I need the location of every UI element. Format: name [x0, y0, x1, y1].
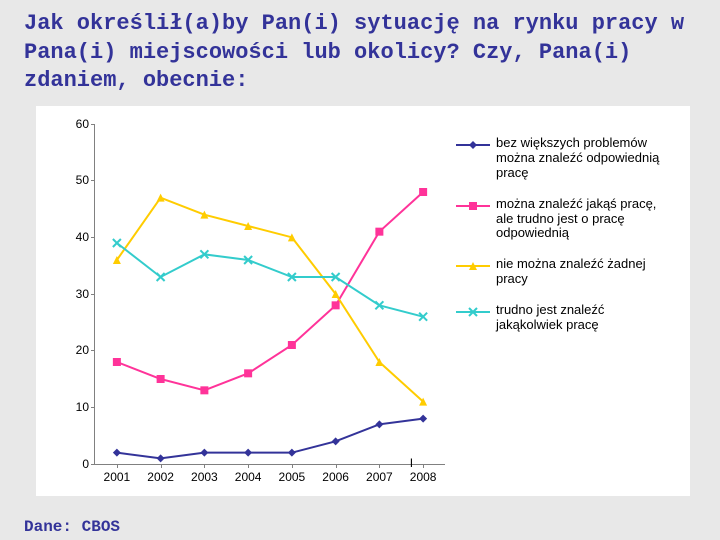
y-tick-label: 10 [65, 400, 89, 414]
marker-s3 [375, 358, 383, 366]
marker-s2 [244, 369, 252, 377]
legend-label: bez większych problemów można znaleźć od… [496, 136, 674, 181]
marker-s2 [375, 227, 383, 235]
legend-label: nie można znaleźć żadnej pracy [496, 257, 674, 287]
legend-swatch-icon [456, 199, 490, 213]
marker-s4 [244, 256, 252, 264]
marker-s1 [419, 414, 427, 422]
x-tick-label: 2007 [366, 470, 393, 484]
marker-s2 [113, 358, 121, 366]
y-tick-label: 20 [65, 343, 89, 357]
marker-s1 [157, 454, 165, 462]
marker-s1 [332, 437, 340, 445]
marker-s4 [419, 312, 427, 320]
chart-title: Jak określił(a)by Pan(i) sytuację na ryn… [0, 0, 720, 102]
marker-s1 [375, 420, 383, 428]
legend-item: trudno jest znaleźć jakąkolwiek pracę [456, 303, 674, 333]
legend-swatch-icon [456, 138, 490, 152]
marker-s2 [288, 341, 296, 349]
marker-s3 [288, 233, 296, 241]
marker-s3 [200, 210, 208, 218]
x-tick-label: 2004 [235, 470, 262, 484]
legend-label: trudno jest znaleźć jakąkolwiek pracę [496, 303, 674, 333]
marker-s4 [157, 273, 165, 281]
legend-swatch-icon [456, 259, 490, 273]
chart-container: 0 10 20 30 40 50 60 2001 2002 2003 2004 2005 2006 200… [36, 106, 690, 496]
marker-s4 [200, 250, 208, 258]
marker-s3 [419, 397, 427, 405]
legend-item: można znaleźć jakąś pracę, ale trudno je… [456, 197, 674, 242]
legend-item: bez większych problemów można znaleźć od… [456, 136, 674, 181]
legend: bez większych problemów można znaleźć od… [456, 136, 674, 349]
x-tick-label: 2003 [191, 470, 218, 484]
marker-s1 [113, 448, 121, 456]
legend-item: nie można znaleźć żadnej pracy [456, 257, 674, 287]
y-tick-label: 0 [65, 457, 89, 471]
x-tick-label: I 2008 [410, 456, 437, 484]
x-tick-label: 2002 [147, 470, 174, 484]
marker-s1 [200, 448, 208, 456]
legend-swatch-icon [456, 305, 490, 319]
marker-s3 [332, 290, 340, 298]
marker-s3 [244, 222, 252, 230]
series-markers [95, 124, 445, 464]
legend-label: można znaleźć jakąś pracę, ale trudno je… [496, 197, 674, 242]
marker-s4 [375, 301, 383, 309]
plot-area: 0102030405060200120022003200420052006200… [94, 124, 445, 465]
data-source: Dane: CBOS [24, 518, 120, 536]
marker-s2 [419, 188, 427, 196]
x-tick-label: 2005 [279, 470, 306, 484]
y-tick-label: 60 [65, 117, 89, 131]
marker-s4 [288, 273, 296, 281]
marker-s2 [332, 301, 340, 309]
marker-s1 [288, 448, 296, 456]
marker-s2 [200, 386, 208, 394]
marker-s4 [113, 239, 121, 247]
marker-s4 [332, 273, 340, 281]
y-tick-label: 50 [65, 173, 89, 187]
marker-s1 [244, 448, 252, 456]
marker-s2 [157, 375, 165, 383]
y-tick-label: 40 [65, 230, 89, 244]
x-tick-label: 2001 [104, 470, 131, 484]
marker-s3 [113, 256, 121, 264]
y-tick-label: 30 [65, 287, 89, 301]
x-tick-label: 2006 [322, 470, 349, 484]
marker-s3 [157, 193, 165, 201]
